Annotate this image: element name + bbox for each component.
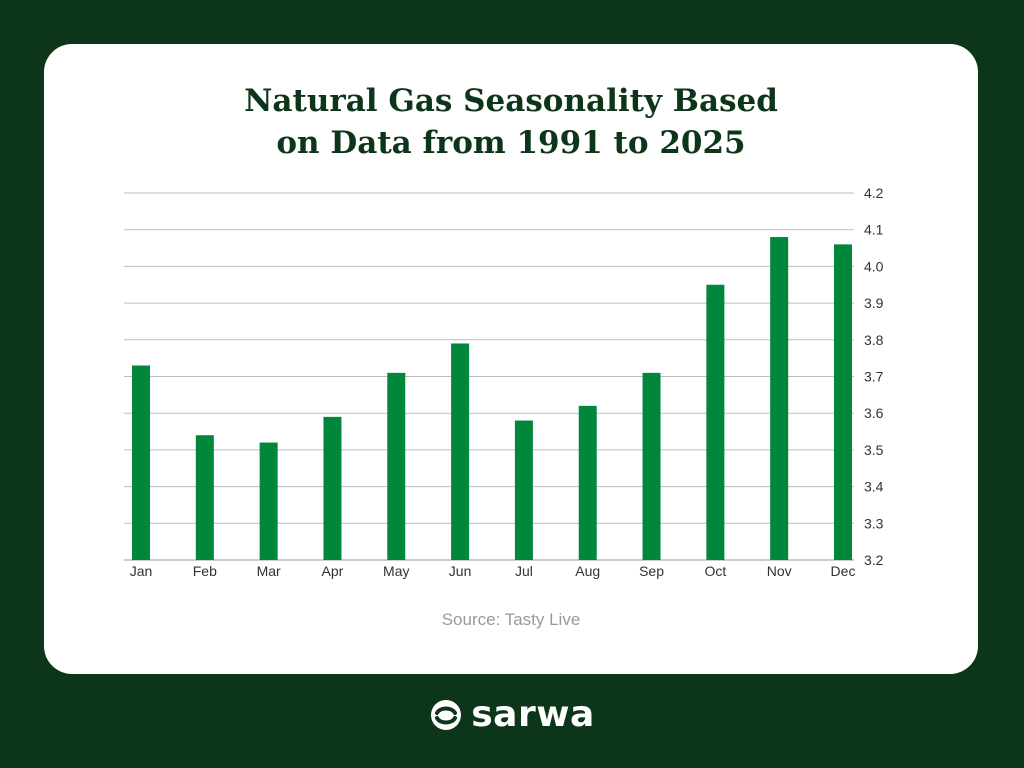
- x-tick-label: Oct: [704, 563, 726, 579]
- y-tick-label: 4.2: [864, 185, 884, 201]
- bar: [259, 442, 278, 560]
- y-tick-label: 3.7: [864, 369, 884, 385]
- bar: [770, 237, 789, 561]
- sarwa-logo-icon: [431, 699, 462, 730]
- x-tick-label: Sep: [639, 563, 664, 579]
- y-tick-label: 4.1: [864, 222, 884, 238]
- y-tick-label: 3.6: [864, 405, 884, 421]
- y-tick-label: 3.2: [864, 552, 884, 568]
- bar: [132, 365, 150, 560]
- bar: [514, 420, 533, 560]
- x-tick-label: Jul: [515, 563, 533, 579]
- y-tick-label: 3.9: [864, 295, 884, 311]
- source-note: Source: Tasty Live: [441, 610, 581, 629]
- y-tick-label: 3.3: [864, 515, 884, 531]
- x-tick-label: Aug: [575, 563, 600, 579]
- bar: [451, 343, 470, 560]
- x-tick-label: Jan: [130, 563, 153, 579]
- x-tick-label: Apr: [322, 563, 344, 579]
- brand-footer: sarwa: [0, 694, 1024, 735]
- x-tick-label: Jun: [449, 563, 472, 579]
- chart-title-line-1: Natural Gas Seasonality Based: [244, 83, 778, 119]
- bar-chart: 3.2 3.3 3.4 3.5 3.6 3.7 3.8 3.9 4.0 4.1 4.2 Jan Feb M…: [124, 185, 884, 579]
- x-tick-label: Nov: [767, 563, 792, 579]
- x-tick-label: May: [383, 563, 409, 579]
- y-tick-label: 3.4: [864, 479, 884, 495]
- bar: [834, 244, 852, 560]
- x-tick-label: Feb: [193, 563, 217, 579]
- y-tick-label: 3.5: [864, 442, 884, 458]
- bar: [195, 435, 214, 560]
- y-tick-label: 3.8: [864, 332, 884, 348]
- bar: [323, 416, 342, 560]
- chart-title-line-2: on Data from 1991 to 2025: [276, 125, 746, 161]
- chart-title: Natural Gas Seasonality Based on Data fr…: [44, 80, 978, 164]
- bar: [642, 372, 661, 560]
- chart-card: Natural Gas Seasonality Based on Data fr…: [44, 44, 978, 674]
- bar: [578, 405, 597, 560]
- brand-name: sarwa: [471, 694, 595, 735]
- bar: [706, 284, 725, 560]
- bar: [387, 372, 406, 560]
- x-tick-label: Dec: [831, 563, 856, 579]
- y-tick-label: 4.0: [864, 258, 884, 274]
- x-tick-label: Mar: [257, 563, 281, 579]
